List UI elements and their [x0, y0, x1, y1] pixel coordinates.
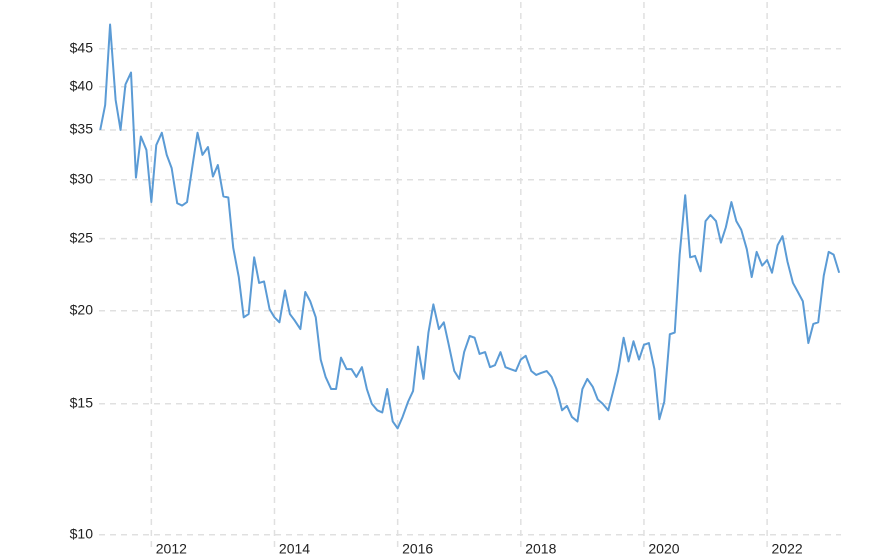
y-tick-label: $10	[70, 526, 94, 542]
x-tick-label: 2012	[156, 541, 187, 557]
x-tick-label: 2014	[279, 541, 310, 557]
y-tick-label: $30	[70, 170, 94, 186]
x-tick-label: 2022	[772, 541, 803, 557]
y-tick-label: $20	[70, 302, 94, 318]
x-tick-label: 2016	[402, 541, 433, 557]
price-line	[99, 23, 841, 430]
y-tick-label: $25	[70, 229, 94, 245]
y-tick-label: $35	[70, 121, 94, 137]
y-tick-label: $15	[70, 394, 94, 410]
y-tick-label: $45	[70, 39, 94, 55]
y-tick-label: $40	[70, 77, 94, 93]
x-tick-label: 2018	[525, 541, 556, 557]
x-tick-label: 2020	[648, 541, 679, 557]
